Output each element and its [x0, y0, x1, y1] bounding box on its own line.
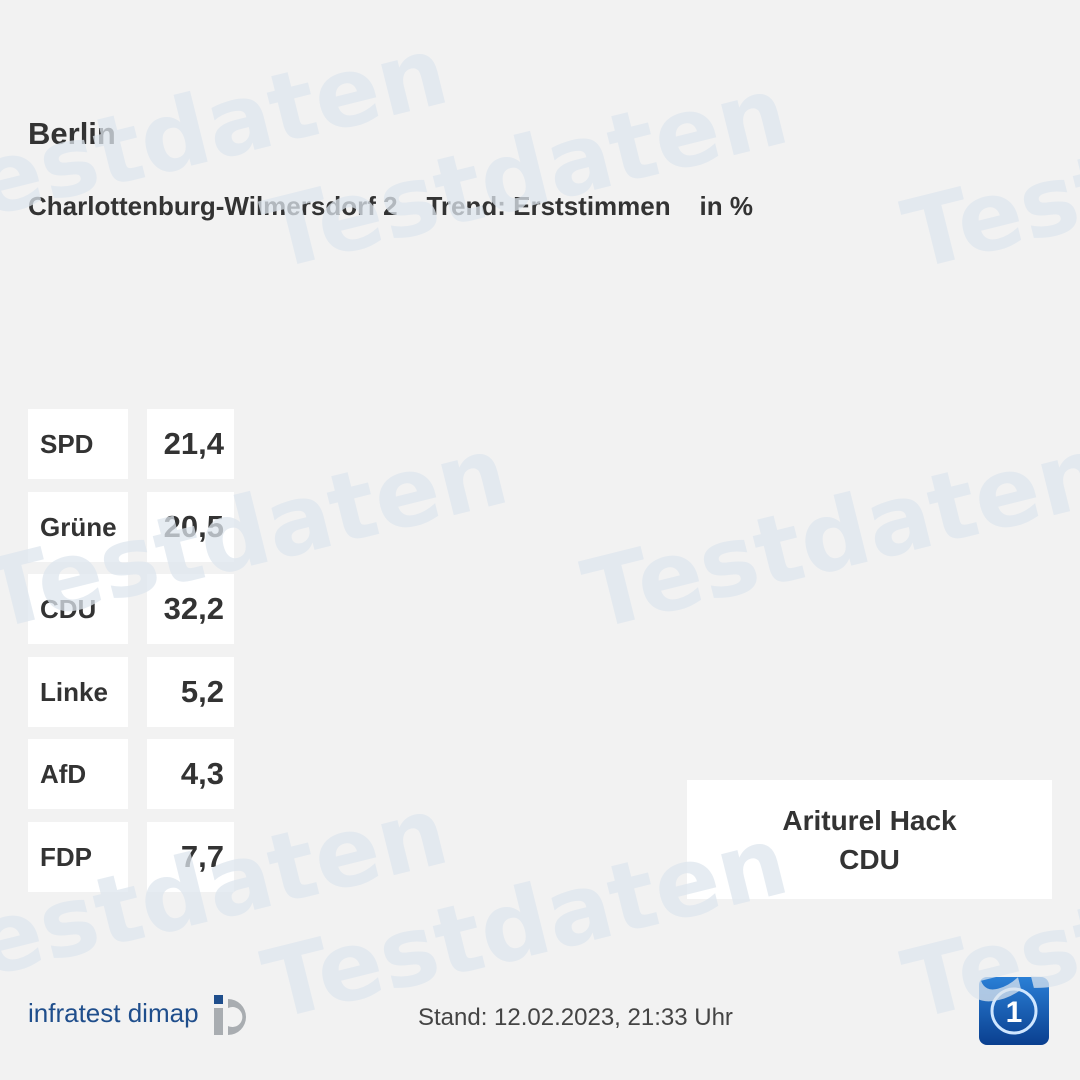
page-subtitle: Charlottenburg-Wilmersdorf 2 Trend: Erst… — [28, 191, 753, 221]
party-label: SPD — [28, 409, 128, 479]
timestamp: Stand: 12.02.2023, 21:33 Uhr — [418, 1004, 733, 1031]
party-value: 7,7 — [147, 822, 234, 892]
winner-name: Ariturel Hack — [782, 805, 957, 836]
infratest-logo-icon — [214, 995, 246, 1035]
party-value: 4,3 — [147, 739, 234, 809]
party-label: Linke — [28, 657, 128, 727]
winner-party: CDU — [839, 844, 900, 875]
tagesschau-logo-icon: 1 — [979, 977, 1049, 1045]
infratest-logo: infratest dimap — [28, 998, 199, 1028]
party-value: 20,5 — [147, 492, 234, 562]
page-title: Berlin — [28, 116, 116, 151]
winner-box: Ariturel Hack CDU — [687, 780, 1052, 899]
svg-text:1: 1 — [1006, 996, 1023, 1029]
party-value: 21,4 — [147, 409, 234, 479]
party-label: CDU — [28, 574, 128, 644]
party-label: AfD — [28, 739, 128, 809]
party-value: 32,2 — [147, 574, 234, 644]
party-value: 5,2 — [147, 657, 234, 727]
party-label: Grüne — [28, 492, 128, 562]
party-label: FDP — [28, 822, 128, 892]
